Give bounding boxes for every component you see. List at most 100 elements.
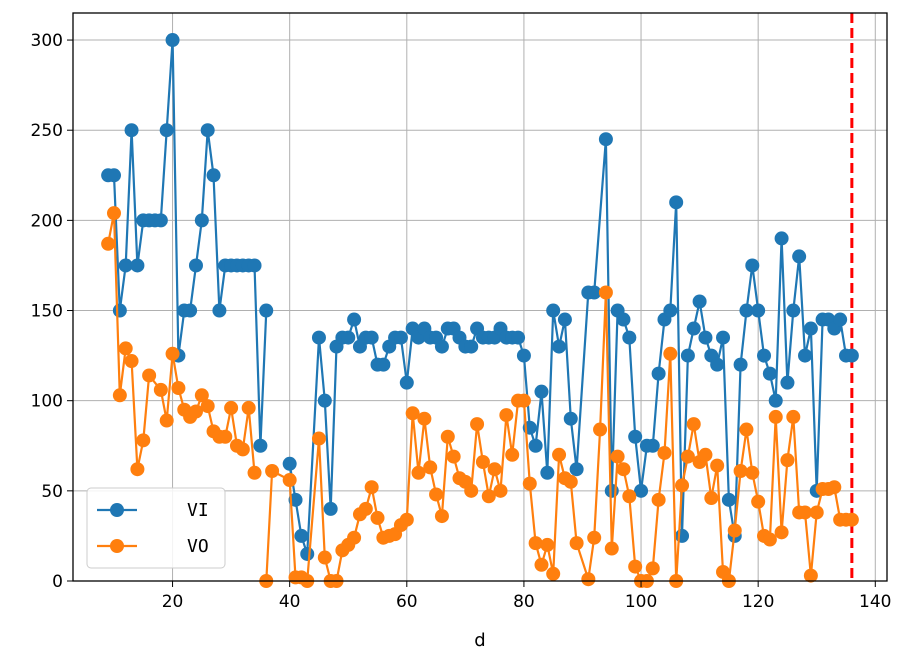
data-point xyxy=(516,348,531,363)
data-point xyxy=(844,348,859,363)
data-point xyxy=(598,132,613,147)
data-point xyxy=(569,462,584,477)
data-point xyxy=(774,525,789,540)
data-point xyxy=(188,258,203,273)
data-point xyxy=(112,388,127,403)
data-point xyxy=(399,375,414,390)
legend-label: VI xyxy=(187,500,209,521)
x-tick-label: 20 xyxy=(162,592,184,612)
data-point xyxy=(429,487,444,502)
data-point xyxy=(833,312,848,327)
data-point xyxy=(704,491,719,506)
data-point xyxy=(628,429,643,444)
data-point xyxy=(733,464,748,479)
data-point xyxy=(101,236,116,251)
data-point xyxy=(751,303,766,318)
data-point xyxy=(698,447,713,462)
data-point xyxy=(593,422,608,437)
data-point xyxy=(581,572,596,587)
data-point xyxy=(557,312,572,327)
data-point xyxy=(259,303,274,318)
legend-entry: VO xyxy=(97,536,209,557)
data-point xyxy=(347,312,362,327)
data-point xyxy=(634,483,649,498)
data-point xyxy=(768,393,783,408)
data-point xyxy=(212,303,227,318)
data-point xyxy=(311,330,326,345)
data-point xyxy=(645,561,660,576)
data-point xyxy=(112,303,127,318)
data-point xyxy=(663,303,678,318)
y-tick-label: 250 xyxy=(31,121,63,141)
data-point xyxy=(552,447,567,462)
data-point xyxy=(598,285,613,300)
data-point xyxy=(798,348,813,363)
data-point xyxy=(124,354,139,369)
data-point xyxy=(786,303,801,318)
y-tick-label: 150 xyxy=(31,302,63,322)
data-point xyxy=(247,465,262,480)
data-point xyxy=(247,258,262,273)
data-point xyxy=(657,445,672,460)
data-point xyxy=(364,480,379,495)
data-point xyxy=(253,438,268,453)
data-point xyxy=(587,530,602,545)
data-point xyxy=(534,557,549,572)
data-point xyxy=(610,449,625,464)
data-point xyxy=(552,339,567,354)
data-point xyxy=(499,408,514,423)
data-point xyxy=(827,480,842,495)
data-point xyxy=(692,294,707,309)
data-point xyxy=(803,568,818,583)
data-point xyxy=(341,330,356,345)
data-point xyxy=(282,473,297,488)
data-point xyxy=(440,429,455,444)
data-point xyxy=(434,339,449,354)
data-point xyxy=(159,413,174,428)
data-point xyxy=(663,346,678,361)
data-point xyxy=(118,258,133,273)
data-point xyxy=(370,510,385,525)
data-point xyxy=(224,400,239,415)
data-point xyxy=(317,393,332,408)
data-point xyxy=(733,357,748,372)
data-point xyxy=(399,512,414,527)
data-point xyxy=(622,489,637,504)
data-point xyxy=(546,303,561,318)
y-tick-label: 100 xyxy=(31,392,63,412)
y-axis-ticks: 0 50 100 150 200 250 300 xyxy=(31,31,73,592)
data-point xyxy=(434,509,449,524)
data-point xyxy=(165,346,180,361)
series-vi xyxy=(101,33,859,561)
data-point xyxy=(423,460,438,475)
data-point xyxy=(616,462,631,477)
data-point xyxy=(136,433,151,448)
data-point xyxy=(470,417,485,432)
data-point xyxy=(364,330,379,345)
plot-frame xyxy=(72,12,888,582)
data-point xyxy=(347,530,362,545)
data-point xyxy=(698,330,713,345)
y-tick-label: 0 xyxy=(52,572,63,592)
data-point xyxy=(780,375,795,390)
legend-swatch-marker xyxy=(110,539,124,553)
data-point xyxy=(393,330,408,345)
data-point xyxy=(762,532,777,547)
data-point xyxy=(165,33,180,48)
data-point xyxy=(188,404,203,419)
data-point xyxy=(710,357,725,372)
data-point xyxy=(563,411,578,426)
data-point xyxy=(405,406,420,421)
data-point xyxy=(751,494,766,509)
data-point xyxy=(686,417,701,432)
legend-swatch-marker xyxy=(110,503,124,517)
data-point xyxy=(511,330,526,345)
data-point xyxy=(516,393,531,408)
data-point xyxy=(241,400,256,415)
x-tick-label: 40 xyxy=(279,592,301,612)
data-point xyxy=(106,168,121,183)
data-point xyxy=(124,123,139,138)
data-point xyxy=(534,384,549,399)
data-point xyxy=(300,546,315,561)
